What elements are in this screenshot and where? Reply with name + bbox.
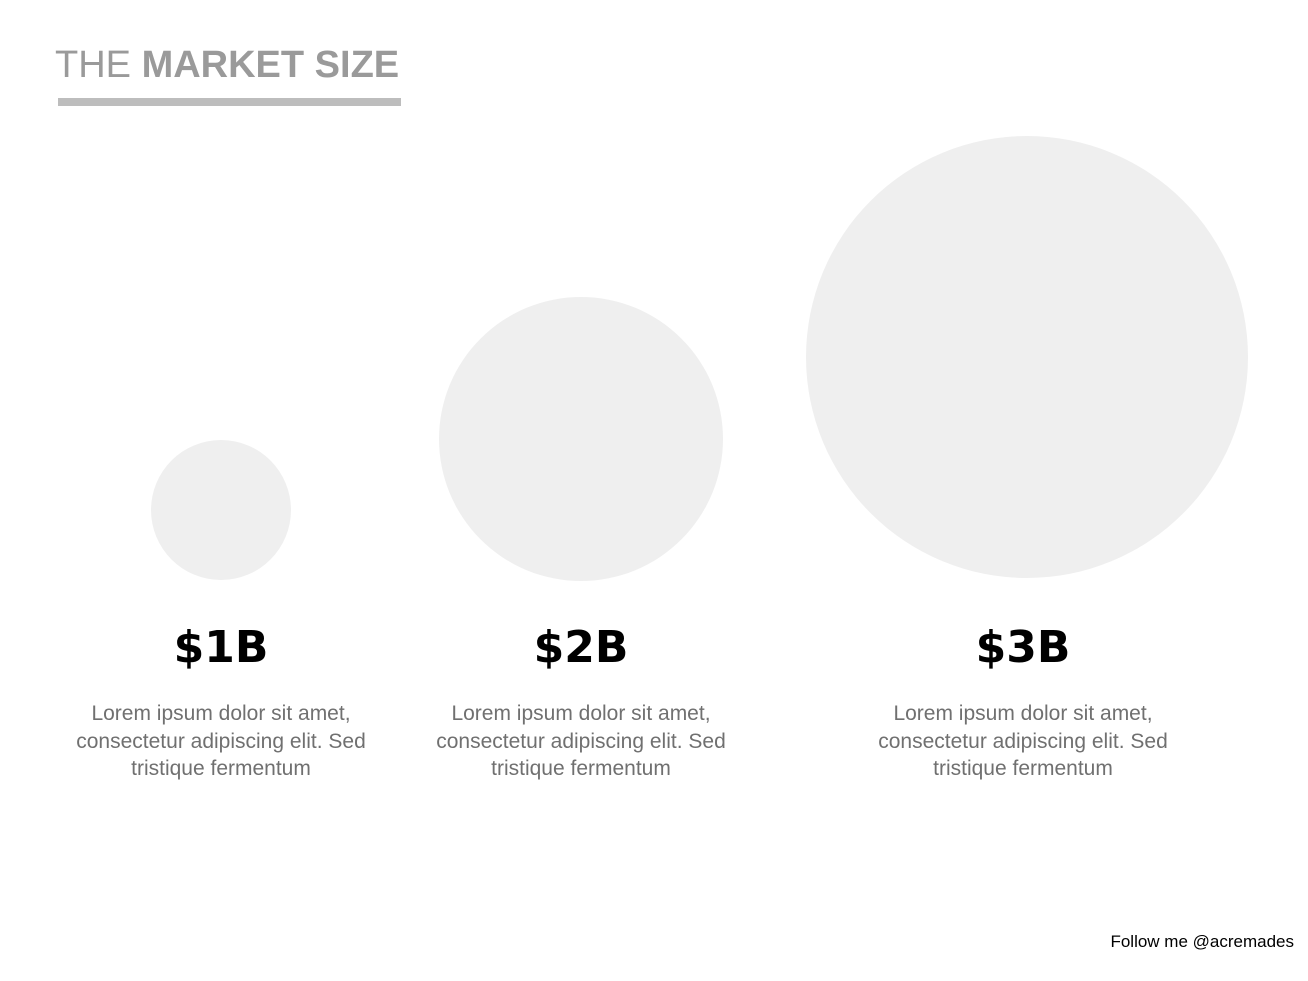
title-light: THE xyxy=(55,44,131,86)
description: Lorem ipsum dolor sit amet, consectetur … xyxy=(76,702,366,780)
footer: Follow me @acremades xyxy=(1110,932,1294,951)
description: Lorem ipsum dolor sit amet, consectetur … xyxy=(436,702,726,780)
circle xyxy=(151,440,291,580)
description: Lorem ipsum dolor sit amet, consectetur … xyxy=(878,702,1168,780)
value: $2B xyxy=(533,622,629,673)
title: THE MARKET SIZE xyxy=(55,44,399,87)
circle xyxy=(806,136,1248,578)
value: $3B xyxy=(975,622,1071,673)
title-underline xyxy=(58,98,401,106)
title-bold: MARKET SIZE xyxy=(141,44,400,86)
value: $1B xyxy=(173,622,269,673)
circle xyxy=(439,297,723,581)
